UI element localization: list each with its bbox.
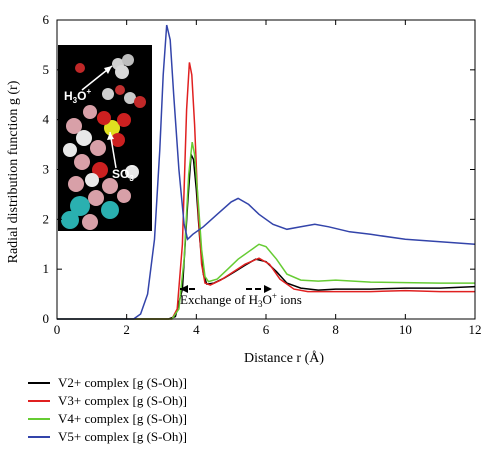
legend-item-3: V4+ complex [g (S-Oh)] — [28, 410, 187, 428]
legend: V2+ complex [g (S-Oh)] V3+ complex [g (S-… — [28, 374, 187, 446]
x-axis-label: Distance r (Å) — [244, 350, 324, 366]
exchange-annotation: Exchange of H3O+ ions — [180, 285, 302, 309]
series-line-3 — [57, 141, 475, 320]
legend-item-4: V5+ complex [g (S-Oh)] — [28, 428, 187, 446]
legend-swatch — [28, 436, 50, 438]
y-tick-label: 2 — [43, 211, 50, 226]
exchange-annotation-text: Exchange of H3O+ ions — [180, 291, 302, 309]
legend-item-1: V2+ complex [g (S-Oh)] — [28, 374, 187, 392]
legend-label: V4+ complex [g (S-Oh)] — [58, 411, 187, 426]
legend-item-2: V3+ complex [g (S-Oh)] — [28, 392, 187, 410]
x-tick-label: 6 — [263, 322, 270, 337]
series-line-2 — [57, 62, 475, 320]
legend-swatch — [28, 418, 50, 420]
x-tick-label: 12 — [469, 322, 482, 337]
series-line-4 — [57, 24, 476, 320]
legend-label: V5+ complex [g (S-Oh)] — [58, 429, 187, 444]
y-tick-label: 3 — [43, 162, 50, 177]
x-tick-label: 0 — [54, 322, 61, 337]
legend-swatch — [28, 400, 50, 402]
series-layer — [57, 24, 476, 320]
x-tick-label: 10 — [399, 322, 412, 337]
y-tick-label: 4 — [43, 112, 50, 127]
x-tick-label: 2 — [123, 322, 130, 337]
inset-so3-label: SO3− — [112, 161, 135, 183]
x-tick-label: 8 — [332, 322, 339, 337]
y-tick-label: 0 — [43, 311, 50, 326]
y-tick-label: 5 — [43, 62, 50, 77]
legend-label: V3+ complex [g (S-Oh)] — [58, 393, 187, 408]
y-axis-label: Radial distribution function g (r) — [6, 80, 21, 263]
inset-h3o-label: H3O+ — [64, 87, 91, 105]
inset-molecular-image: H3O+ SO3− — [58, 45, 152, 231]
legend-swatch — [28, 382, 50, 384]
y-tick-label: 6 — [43, 12, 50, 27]
y-tick-label: 1 — [43, 261, 50, 276]
x-tick-label: 4 — [193, 322, 200, 337]
legend-label: V2+ complex [g (S-Oh)] — [58, 375, 187, 390]
